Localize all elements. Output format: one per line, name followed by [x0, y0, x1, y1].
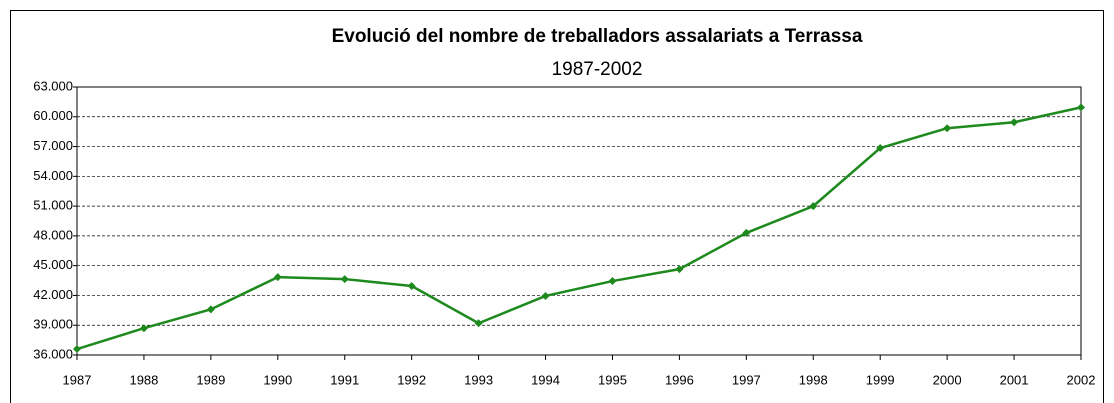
x-tick-label: 1997: [732, 372, 761, 387]
y-tick-label: 54.000: [33, 168, 73, 183]
x-tick-label: 1996: [665, 372, 694, 387]
x-tick-label: 2000: [933, 372, 962, 387]
point-marker: [675, 265, 684, 274]
x-tick-label: 1989: [196, 372, 225, 387]
y-tick-label: 45.000: [33, 257, 73, 272]
point-marker: [1010, 118, 1019, 127]
x-tick-label: 1995: [598, 372, 627, 387]
x-tick-label: 1988: [129, 372, 158, 387]
y-tick-label: 57.000: [33, 138, 73, 153]
y-tick-label: 63.000: [33, 78, 73, 93]
point-marker: [474, 319, 483, 328]
point-marker: [206, 305, 215, 314]
point-marker: [139, 324, 148, 333]
point-marker: [943, 124, 952, 133]
x-tick-label: 1994: [531, 372, 560, 387]
point-marker: [73, 345, 81, 354]
point-marker: [742, 228, 751, 237]
point-marker: [273, 273, 282, 282]
point-marker: [340, 275, 349, 284]
x-tick-label: 1992: [397, 372, 426, 387]
point-marker: [608, 277, 617, 286]
y-tick-label: 60.000: [33, 108, 73, 123]
x-tick-label: 2001: [1000, 372, 1029, 387]
series-line: [76, 106, 1082, 351]
y-tick-label: 36.000: [33, 346, 73, 361]
y-tick-label: 39.000: [33, 317, 73, 332]
chart-frame: [10, 10, 1104, 403]
x-tick-label: 1987: [63, 372, 92, 387]
x-tick-label: 1990: [263, 372, 292, 387]
point-marker: [876, 144, 885, 153]
x-tick-label: 1993: [464, 372, 493, 387]
point-marker: [1077, 103, 1085, 112]
point-marker: [541, 291, 550, 300]
x-tick-label: 1999: [866, 372, 895, 387]
chart-title: Evolució del nombre de treballadors assa…: [332, 26, 863, 47]
y-tick-label: 42.000: [33, 287, 73, 302]
point-marker: [809, 202, 818, 211]
x-tick-label: 2002: [1067, 372, 1096, 387]
y-tick-label: 51.000: [33, 198, 73, 213]
y-tick-label: 48.000: [33, 227, 73, 242]
chart-subtitle: 1987-2002: [552, 59, 643, 80]
x-tick-label: 1998: [799, 372, 828, 387]
x-tick-label: 1991: [330, 372, 359, 387]
point-marker: [407, 282, 416, 291]
